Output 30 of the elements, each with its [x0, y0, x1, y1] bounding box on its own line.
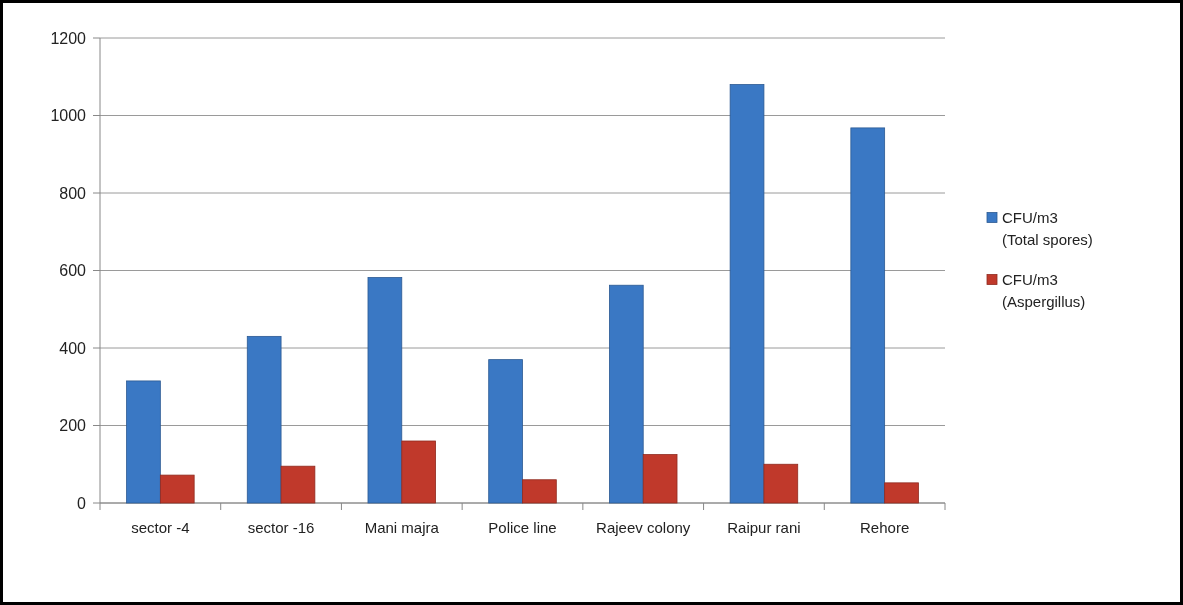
y-tick-label: 800 — [59, 184, 87, 202]
y-tick-label: 400 — [59, 339, 87, 357]
bar — [763, 463, 799, 504]
bar — [246, 335, 282, 504]
x-tick-label: Rehore — [860, 519, 910, 536]
bar — [642, 454, 678, 504]
x-tick-label: sector -4 — [131, 519, 190, 536]
legend-label: CFU/m3 (Total spores) — [1002, 208, 1093, 248]
bar — [850, 127, 886, 504]
x-tick-label: Police line — [488, 519, 557, 536]
y-tick-label: 600 — [59, 262, 87, 280]
bar — [884, 482, 919, 504]
bar — [126, 380, 161, 504]
legend-label: CFU/m3 (Aspergillus) — [1002, 270, 1086, 310]
bar — [159, 474, 195, 504]
bar — [488, 359, 523, 504]
y-tick-label: 200 — [59, 417, 87, 435]
y-tick-label: 1200 — [50, 29, 87, 47]
x-tick-label: Mani majra — [364, 519, 440, 536]
bar — [522, 479, 557, 504]
x-tick-label: Raipur rani — [727, 519, 801, 536]
bar — [401, 440, 436, 504]
x-tick-label: sector -16 — [247, 519, 315, 536]
x-tick-label: Rajeev colony — [596, 519, 691, 536]
bar — [609, 284, 644, 504]
bar — [367, 277, 403, 504]
bar — [280, 465, 316, 504]
y-tick-label: 1000 — [50, 107, 87, 125]
bar — [729, 84, 765, 504]
y-tick-label: 0 — [77, 494, 87, 512]
